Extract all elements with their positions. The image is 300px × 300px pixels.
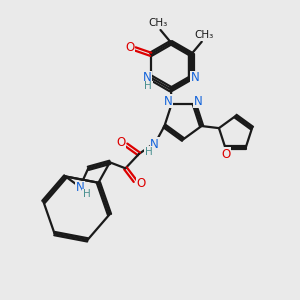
- Text: O: O: [125, 41, 134, 54]
- Text: O: O: [221, 148, 230, 161]
- Text: O: O: [136, 177, 146, 190]
- Text: CH₃: CH₃: [194, 30, 214, 40]
- Text: N: N: [164, 95, 172, 108]
- Text: N: N: [194, 95, 203, 108]
- Text: N: N: [150, 137, 159, 151]
- Text: N: N: [190, 71, 199, 84]
- Text: N: N: [76, 181, 84, 194]
- Text: H: H: [145, 81, 152, 91]
- Text: H: H: [82, 189, 90, 200]
- Text: O: O: [116, 136, 126, 149]
- Text: H: H: [145, 146, 153, 157]
- Text: CH₃: CH₃: [148, 18, 168, 28]
- Text: N: N: [143, 71, 152, 84]
